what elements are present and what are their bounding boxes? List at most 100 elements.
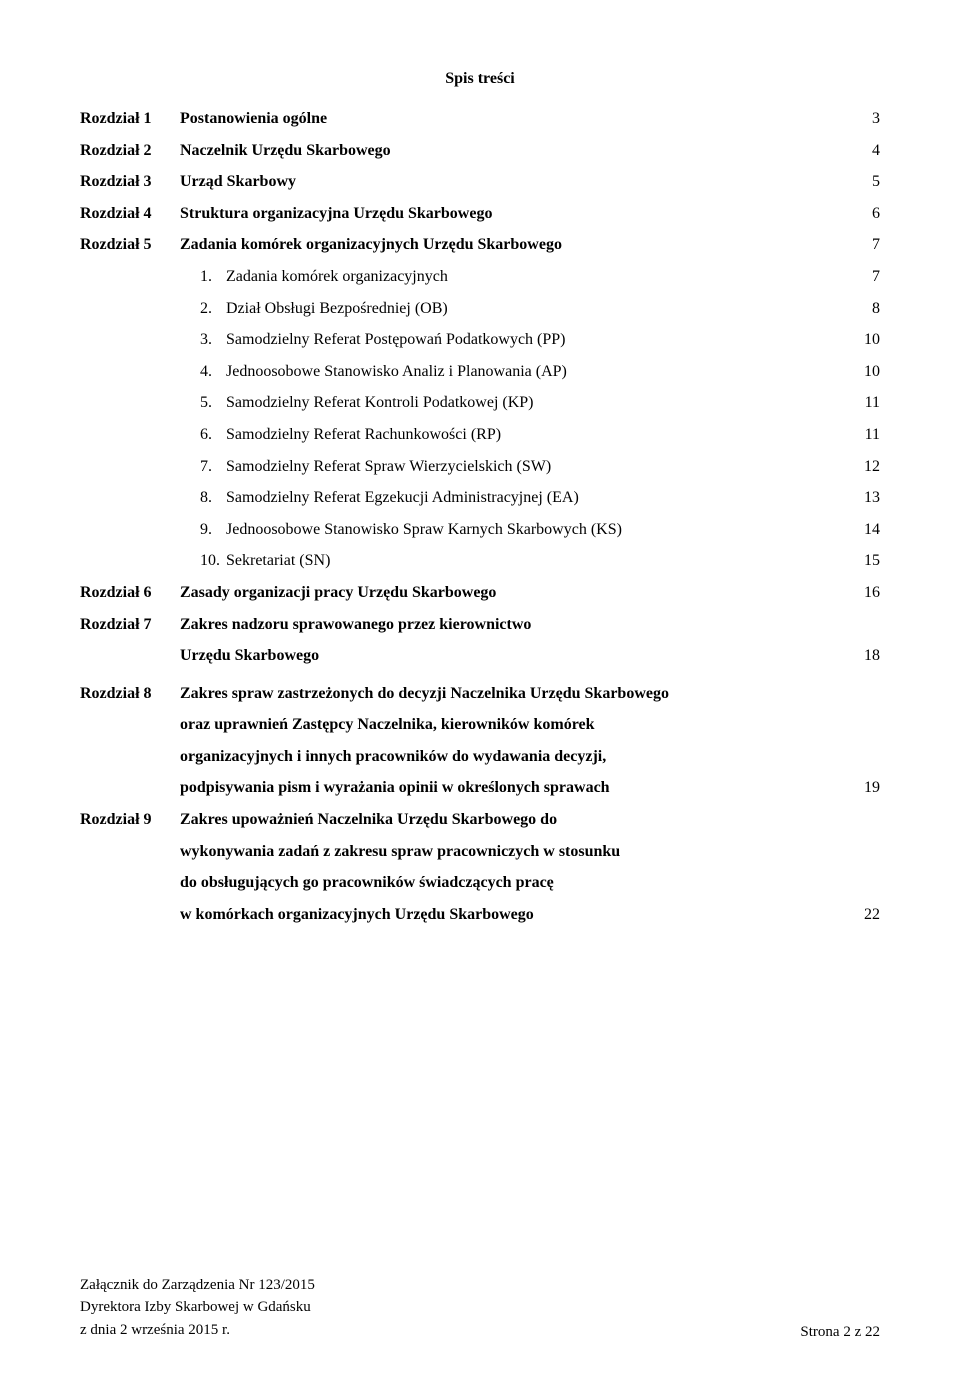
toc-text: Zakres nadzoru sprawowanego przez kierow… (180, 612, 850, 638)
toc-row-4: Rozdział 4 Struktura organizacyjna Urzęd… (80, 201, 880, 227)
footer-line-1: Załącznik do Zarządzenia Nr 123/2015 (80, 1274, 880, 1297)
toc-page: 7 (850, 264, 880, 290)
toc-page: 18 (850, 643, 880, 669)
toc-label: Rozdział 1 (80, 106, 180, 132)
toc-subrow: 10. Sekretariat (SN) 15 (80, 548, 880, 574)
toc-subtext: Dział Obsługi Bezpośredniej (OB) (226, 296, 850, 322)
toc-page: 16 (850, 580, 880, 606)
toc-subnum: 4. (200, 359, 226, 385)
toc-text: podpisywania pism i wyrażania opinii w o… (180, 775, 850, 801)
toc-page: 15 (850, 548, 880, 574)
toc-page (850, 744, 880, 770)
toc-text: w komórkach organizacyjnych Urzędu Skarb… (180, 902, 850, 928)
toc-row-8a: Rozdział 8 Zakres spraw zastrzeżonych do… (80, 681, 880, 707)
toc-page: 5 (850, 169, 880, 195)
toc-text: wykonywania zadań z zakresu spraw pracow… (180, 839, 850, 865)
toc-page: 22 (850, 902, 880, 928)
toc-subnum: 6. (200, 422, 226, 448)
toc-subtext: Zadania komórek organizacyjnych (226, 264, 850, 290)
toc-page: 13 (850, 485, 880, 511)
toc-page (850, 870, 880, 896)
toc-page (850, 712, 880, 738)
toc-text: organizacyjnych i innych pracowników do … (180, 744, 850, 770)
toc-page (850, 612, 880, 638)
toc-subnum: 3. (200, 327, 226, 353)
toc-text: Zasady organizacji pracy Urzędu Skarbowe… (180, 580, 850, 606)
toc-subnum: 10. (200, 548, 226, 574)
toc-label: Rozdział 9 (80, 807, 180, 833)
toc-row-9b: wykonywania zadań z zakresu spraw pracow… (80, 839, 880, 865)
footer-page-number: Strona 2 z 22 (800, 1324, 880, 1341)
toc-subrow: 6. Samodzielny Referat Rachunkowości (RP… (80, 422, 880, 448)
toc-subnum: 8. (200, 485, 226, 511)
toc-row-8d: podpisywania pism i wyrażania opinii w o… (80, 775, 880, 801)
toc-text: Urząd Skarbowy (180, 169, 850, 195)
toc-text: Urzędu Skarbowego (180, 643, 850, 669)
toc-row-3: Rozdział 3 Urząd Skarbowy 5 (80, 169, 880, 195)
toc-row-7b: Urzędu Skarbowego 18 (80, 643, 880, 669)
toc-page (850, 839, 880, 865)
toc-row-9d: w komórkach organizacyjnych Urzędu Skarb… (80, 902, 880, 928)
toc-title: Spis treści (80, 70, 880, 88)
toc-subtext: Samodzielny Referat Rachunkowości (RP) (226, 422, 850, 448)
toc-subrow: 2. Dział Obsługi Bezpośredniej (OB) 8 (80, 296, 880, 322)
footer-left: Załącznik do Zarządzenia Nr 123/2015 Dyr… (80, 1274, 880, 1342)
toc-label: Rozdział 7 (80, 612, 180, 638)
toc-subrow: 3. Samodzielny Referat Postępowań Podatk… (80, 327, 880, 353)
footer-line-3: z dnia 2 września 2015 r. (80, 1319, 880, 1342)
toc-label: Rozdział 8 (80, 681, 180, 707)
toc-subtext: Samodzielny Referat Postępowań Podatkowy… (226, 327, 850, 353)
toc-page: 10 (850, 327, 880, 353)
toc-subrow: 4. Jednoosobowe Stanowisko Analiz i Plan… (80, 359, 880, 385)
toc-page: 14 (850, 517, 880, 543)
toc-page: 11 (850, 390, 880, 416)
toc-subnum: 2. (200, 296, 226, 322)
toc-label (80, 643, 180, 669)
toc-page: 19 (850, 775, 880, 801)
toc-row-6: Rozdział 6 Zasady organizacji pracy Urzę… (80, 580, 880, 606)
toc-subrow: 8. Samodzielny Referat Egzekucji Adminis… (80, 485, 880, 511)
toc-row-8b: oraz uprawnień Zastępcy Naczelnika, kier… (80, 712, 880, 738)
toc-subtext: Jednoosobowe Stanowisko Spraw Karnych Sk… (226, 517, 850, 543)
page-footer: Załącznik do Zarządzenia Nr 123/2015 Dyr… (80, 1274, 880, 1342)
toc-text: Postanowienia ogólne (180, 106, 850, 132)
toc-row-1: Rozdział 1 Postanowienia ogólne 3 (80, 106, 880, 132)
footer-line-2: Dyrektora Izby Skarbowej w Gdańsku (80, 1296, 880, 1319)
toc-row-9a: Rozdział 9 Zakres upoważnień Naczelnika … (80, 807, 880, 833)
toc-subnum: 1. (200, 264, 226, 290)
toc-page (850, 807, 880, 833)
toc-label: Rozdział 2 (80, 138, 180, 164)
toc-subrow: 9. Jednoosobowe Stanowisko Spraw Karnych… (80, 517, 880, 543)
toc-subtext: Samodzielny Referat Spraw Wierzycielskic… (226, 454, 850, 480)
toc-page: 6 (850, 201, 880, 227)
toc-page (850, 681, 880, 707)
toc-subtext: Samodzielny Referat Kontroli Podatkowej … (226, 390, 850, 416)
toc-page: 8 (850, 296, 880, 322)
toc-label: Rozdział 3 (80, 169, 180, 195)
toc-text: do obsługujących go pracowników świadczą… (180, 870, 850, 896)
toc-subtext: Jednoosobowe Stanowisko Analiz i Planowa… (226, 359, 850, 385)
toc-page: 3 (850, 106, 880, 132)
toc-page: 12 (850, 454, 880, 480)
toc-text: Zadania komórek organizacyjnych Urzędu S… (180, 232, 850, 258)
toc-text: Struktura organizacyjna Urzędu Skarboweg… (180, 201, 850, 227)
toc-page: 10 (850, 359, 880, 385)
toc-text: Zakres spraw zastrzeżonych do decyzji Na… (180, 681, 850, 707)
toc-subnum: 5. (200, 390, 226, 416)
toc-subrow: 5. Samodzielny Referat Kontroli Podatkow… (80, 390, 880, 416)
toc-row-7a: Rozdział 7 Zakres nadzoru sprawowanego p… (80, 612, 880, 638)
toc-subtext: Samodzielny Referat Egzekucji Administra… (226, 485, 850, 511)
toc-page: 7 (850, 232, 880, 258)
toc-label: Rozdział 4 (80, 201, 180, 227)
toc-text: oraz uprawnień Zastępcy Naczelnika, kier… (180, 712, 850, 738)
toc-label: Rozdział 5 (80, 232, 180, 258)
toc-row-5: Rozdział 5 Zadania komórek organizacyjny… (80, 232, 880, 258)
toc-page: 11 (850, 422, 880, 448)
toc-subrow: 1. Zadania komórek organizacyjnych 7 (80, 264, 880, 290)
toc-subtext: Sekretariat (SN) (226, 548, 850, 574)
toc-row-8c: organizacyjnych i innych pracowników do … (80, 744, 880, 770)
toc-page: 4 (850, 138, 880, 164)
toc-row-2: Rozdział 2 Naczelnik Urzędu Skarbowego 4 (80, 138, 880, 164)
toc-text: Zakres upoważnień Naczelnika Urzędu Skar… (180, 807, 850, 833)
toc-row-9c: do obsługujących go pracowników świadczą… (80, 870, 880, 896)
